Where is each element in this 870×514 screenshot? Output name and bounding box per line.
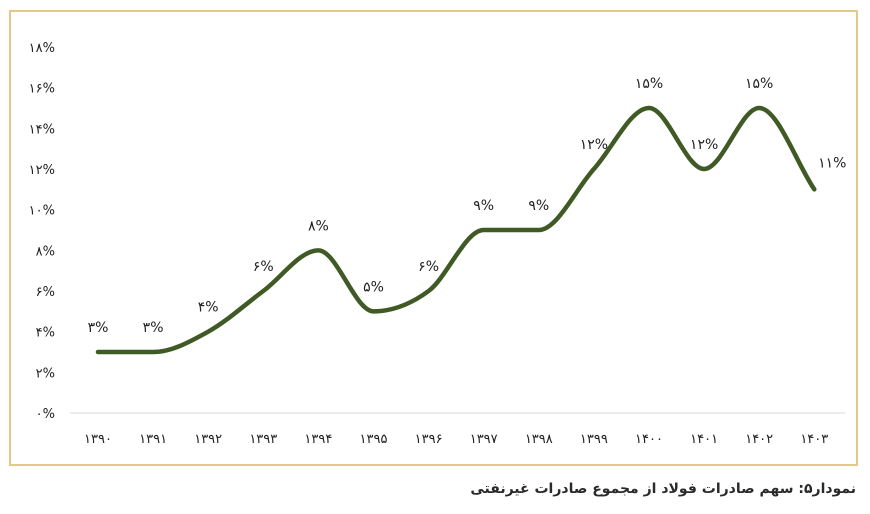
data-label: ۳%: [88, 320, 109, 336]
data-point: [261, 289, 265, 293]
y-tick-label: ۱۴%: [29, 122, 55, 137]
data-label: ۹%: [473, 198, 494, 214]
x-axis: ۱۳۹۰ ۱۳۹۱ ۱۳۹۲ ۱۳۹۳ ۱۳۹۴ ۱۳۹۵ ۱۳۹۶ ۱۳۹۷ ۱۳۹۸ ۱۳۹۹…: [84, 432, 828, 447]
data-point: [757, 106, 761, 110]
x-tick-label: ۱۳۹۸: [525, 432, 553, 447]
data-point: [592, 167, 596, 171]
data-point: [206, 330, 210, 334]
data-label: ۶%: [253, 259, 274, 275]
y-tick-label: ۱۸%: [29, 41, 55, 56]
data-point: [482, 228, 486, 232]
x-tick-label: ۱۳۹۰: [84, 432, 112, 447]
data-label: ۱۵%: [635, 76, 663, 92]
chart-caption: نمودار۵: سهم صادرات فولاد از مجموع صادرا…: [470, 481, 856, 497]
x-tick-label: ۱۳۹۵: [360, 432, 388, 447]
data-label: ۴%: [198, 300, 219, 316]
x-tick-label: ۱۳۹۷: [470, 432, 498, 447]
data-labels: ۳% ۳% ۴% ۶% ۸% ۵% ۶% ۹% ۹% ۱۲% ۱۵% ۱۲% ۱۵% ۱۱%: [88, 76, 847, 336]
y-tick-label: ۰%: [36, 407, 55, 422]
y-tick-label: ۱۰%: [29, 204, 55, 219]
data-point: [372, 309, 376, 313]
data-label: ۹%: [528, 198, 549, 214]
data-point: [537, 228, 541, 232]
data-point: [316, 248, 320, 252]
data-point: [151, 350, 155, 354]
data-point: [647, 106, 651, 110]
y-tick-label: ۲%: [36, 366, 55, 381]
x-tick-label: ۱۴۰۰: [635, 432, 663, 447]
y-tick-label: ۴%: [36, 326, 55, 341]
data-label: ۱۵%: [745, 76, 773, 92]
data-point: [96, 350, 100, 354]
x-tick-label: ۱۳۹۳: [249, 432, 277, 447]
chart-frame: [9, 10, 858, 466]
data-label: ۱۲%: [690, 137, 718, 153]
y-axis: ۰% ۲% ۴% ۶% ۸% ۱۰% ۱۲% ۱۴% ۱۶% ۱۸%: [29, 41, 55, 422]
data-label: ۱۱%: [818, 155, 846, 171]
data-point: [702, 167, 706, 171]
data-label: ۳%: [143, 320, 164, 336]
x-tick-label: ۱۳۹۴: [304, 432, 332, 447]
y-tick-label: ۱۲%: [29, 163, 55, 178]
x-tick-label: ۱۳۹۲: [194, 432, 222, 447]
x-tick-label: ۱۴۰۱: [690, 432, 718, 447]
x-tick-label: ۱۳۹۹: [580, 432, 608, 447]
data-label: ۸%: [308, 218, 329, 234]
y-tick-label: ۶%: [36, 285, 55, 300]
series-line: [95, 105, 817, 355]
y-tick-label: ۸%: [36, 244, 55, 259]
data-label: ۵%: [363, 279, 384, 295]
x-tick-label: ۱۴۰۲: [745, 432, 773, 447]
data-point: [427, 289, 431, 293]
data-label: ۱۲%: [580, 137, 608, 153]
x-tick-label: ۱۳۹۶: [415, 432, 443, 447]
data-label: ۶%: [418, 259, 439, 275]
x-tick-label: ۱۴۰۳: [800, 432, 828, 447]
y-tick-label: ۱۶%: [29, 82, 55, 97]
x-tick-label: ۱۳۹۱: [139, 432, 167, 447]
data-point: [812, 187, 816, 191]
